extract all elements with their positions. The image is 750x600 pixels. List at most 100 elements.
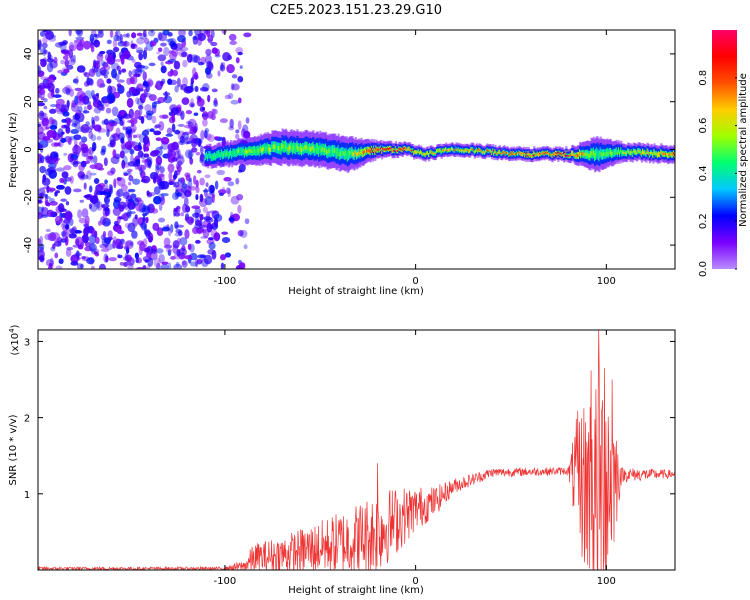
noise-cell xyxy=(63,68,70,74)
noise-cell xyxy=(41,206,49,217)
noise-cell xyxy=(155,248,164,254)
ridge-core-cell xyxy=(617,149,621,153)
noise-cell xyxy=(64,59,70,68)
ridge-core-cell xyxy=(596,150,599,156)
noise-cell xyxy=(195,257,199,268)
ridge-core-cell xyxy=(376,148,379,152)
noise-cell xyxy=(126,129,132,135)
ridge-core-cell xyxy=(505,152,508,154)
ridge-core-cell xyxy=(281,143,284,148)
noise-cell xyxy=(64,211,73,221)
noise-cell xyxy=(202,206,208,213)
noise-cell xyxy=(127,262,134,269)
ridge-core-cell xyxy=(231,153,234,157)
noise-cell xyxy=(149,172,159,180)
noise-cell xyxy=(99,263,106,269)
noise-cell xyxy=(213,99,218,104)
noise-cell xyxy=(72,54,76,63)
noise-cell xyxy=(155,137,162,142)
ridge-core-cell xyxy=(430,150,433,153)
ridge-core-cell xyxy=(635,150,638,154)
noise-cell xyxy=(190,54,199,63)
noise-cell xyxy=(165,133,174,137)
noise-cell xyxy=(62,55,69,61)
ridge-core-cell xyxy=(207,155,210,159)
ridge-core-cell xyxy=(414,151,417,153)
ridge-core-cell xyxy=(441,149,444,152)
noise-cell xyxy=(47,91,55,99)
spectrogram-y-tick-label: -40 xyxy=(23,237,34,253)
noise-cell xyxy=(239,229,248,238)
ridge-core-cell xyxy=(344,152,347,157)
noise-cell xyxy=(237,76,244,83)
ridge-core-cell xyxy=(264,145,267,150)
colorbar-tick-label: 0.2 xyxy=(698,213,709,229)
noise-cell xyxy=(127,208,132,219)
ridge-core-cell xyxy=(367,148,370,152)
ridge-core-cell xyxy=(334,148,337,153)
noise-cell xyxy=(99,66,107,76)
noise-cell xyxy=(38,199,42,204)
noise-cell xyxy=(70,153,79,161)
noise-cell xyxy=(107,230,113,239)
spectrogram-x-tick-label: -100 xyxy=(214,276,237,287)
ridge-core-cell xyxy=(250,149,253,154)
ridge-core-cell xyxy=(314,147,317,153)
ridge-core-cell xyxy=(223,153,226,157)
ridge-core-cell xyxy=(379,147,383,150)
ridge-core-cell xyxy=(235,151,238,155)
ridge-core-cell xyxy=(221,153,225,157)
ridge-core-cell xyxy=(409,149,412,151)
ridge-core-cell xyxy=(495,152,498,155)
noise-cell xyxy=(148,235,153,243)
noise-cell xyxy=(165,248,173,253)
ridge-core-cell xyxy=(628,150,631,153)
noise-cell xyxy=(221,186,226,195)
noise-cell xyxy=(211,193,215,204)
noise-cell xyxy=(205,182,209,188)
ridge-core-cell xyxy=(294,145,297,151)
noise-cell xyxy=(180,177,185,183)
noise-cell xyxy=(158,173,165,178)
noise-cell xyxy=(46,129,56,138)
ridge-core-cell xyxy=(538,152,542,155)
ridge-core-cell xyxy=(265,147,268,152)
noise-cell xyxy=(167,78,173,85)
noise-cell xyxy=(47,163,57,169)
noise-cell xyxy=(38,65,41,71)
ridge-core-cell xyxy=(212,155,216,159)
noise-cell xyxy=(64,186,72,195)
noise-cell xyxy=(116,188,124,198)
ridge-core-cell xyxy=(599,150,602,155)
ridge-core-cell xyxy=(629,152,632,155)
noise-cell xyxy=(228,126,235,131)
noise-cell xyxy=(80,174,89,180)
ridge-core-cell xyxy=(508,153,511,156)
ridge-core-cell xyxy=(373,147,376,151)
ridge-core-cell xyxy=(387,148,391,151)
ridge-core-cell xyxy=(624,151,627,155)
noise-cell xyxy=(116,228,121,233)
noise-cell xyxy=(77,209,82,219)
ridge-core-cell xyxy=(274,144,277,149)
noise-cell xyxy=(158,217,166,223)
ridge-core-cell xyxy=(662,152,665,156)
ridge-core-cell xyxy=(346,153,349,159)
noise-cell xyxy=(135,47,144,53)
noise-cell xyxy=(193,112,199,116)
ridge-core-cell xyxy=(355,152,359,157)
ridge-core-cell xyxy=(359,151,362,156)
ridge-core-cell xyxy=(543,152,546,155)
ridge-core-cell xyxy=(561,152,565,155)
noise-cell xyxy=(129,117,138,125)
ridge-core-cell xyxy=(392,149,395,152)
ridge-core-cell xyxy=(302,146,305,151)
ridge-core-cell xyxy=(299,146,303,151)
noise-cell xyxy=(160,196,166,206)
noise-cell xyxy=(202,189,209,193)
noise-cell xyxy=(41,42,48,49)
noise-cell xyxy=(109,30,114,38)
ridge-core-cell xyxy=(566,154,569,157)
noise-cell xyxy=(38,82,46,90)
ridge-core-cell xyxy=(622,151,625,154)
